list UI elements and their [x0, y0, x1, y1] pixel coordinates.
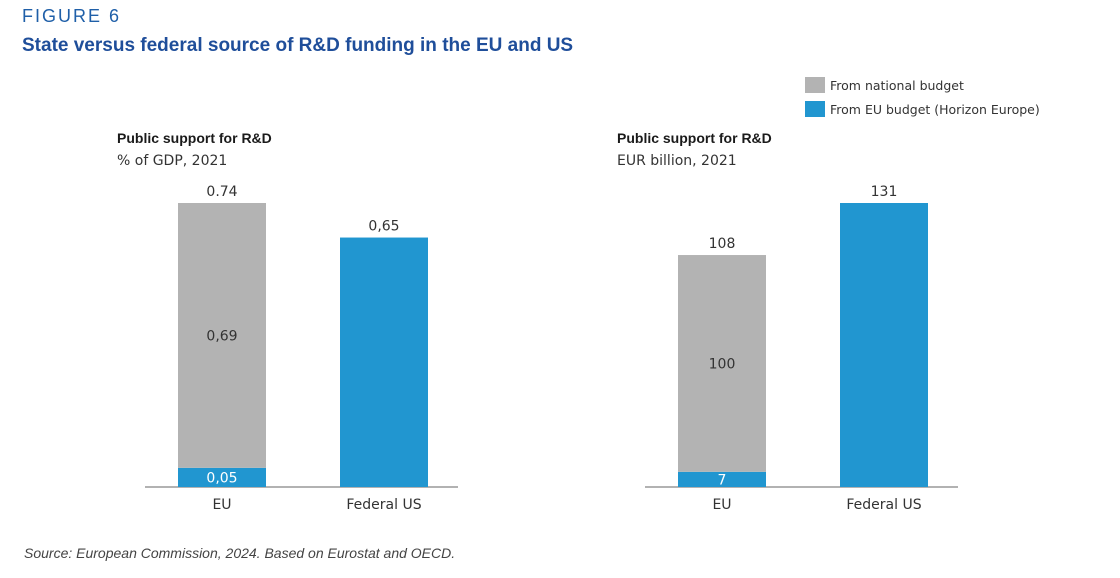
chart-title: Public support for R&D [117, 130, 272, 146]
category-tick-label: EU [712, 497, 731, 513]
data-label: 100 [709, 356, 736, 372]
legend-item-eu: From EU budget (Horizon Europe) [805, 98, 1040, 120]
legend-label-eu: From EU budget (Horizon Europe) [830, 101, 1040, 117]
category-tick-label: EU [212, 497, 231, 513]
chart-plot: 7 100 108 EU 131 Federal US [645, 184, 958, 513]
bar-segment [178, 203, 266, 468]
legend-item-national: From national budget [805, 74, 1040, 96]
chart-title: Public support for R&D [617, 130, 772, 146]
data-label: 7 [718, 472, 727, 488]
source-note: Source: European Commission, 2024. Based… [24, 545, 456, 561]
chart-plot: 0,05 0,69 0.74 EU 0,65 Federal US [145, 184, 458, 513]
bar-segment [340, 237, 428, 487]
category-tick-label: Federal US [346, 497, 421, 513]
legend: From national budget From EU budget (Hor… [805, 74, 1040, 122]
total-label: 108 [709, 236, 736, 252]
chart-subtitle: % of GDP, 2021 [117, 153, 228, 169]
data-label: 0,65 [368, 219, 399, 235]
chart-subtitle: EUR billion, 2021 [617, 153, 737, 169]
bar-segment [840, 203, 928, 487]
legend-label-national: From national budget [830, 77, 964, 93]
data-label: 0,05 [206, 470, 237, 486]
legend-swatch-national [805, 77, 825, 93]
bar-segment [678, 471, 766, 487]
data-label: 131 [871, 184, 898, 200]
legend-swatch-eu [805, 101, 825, 117]
bar-segment [178, 467, 266, 487]
figure-title: State versus federal source of R&D fundi… [22, 35, 574, 56]
bar-segment [678, 255, 766, 472]
total-label: 0.74 [206, 184, 237, 200]
category-tick-label: Federal US [846, 497, 921, 513]
figure-label: FIGURE 6 [22, 6, 122, 26]
data-label: 0,69 [206, 328, 237, 344]
chart-eur-billion: Public support for R&D EUR billion, 2021… [600, 125, 1020, 525]
chart-gdp-share: Public support for R&D % of GDP, 2021 0,… [100, 125, 520, 525]
